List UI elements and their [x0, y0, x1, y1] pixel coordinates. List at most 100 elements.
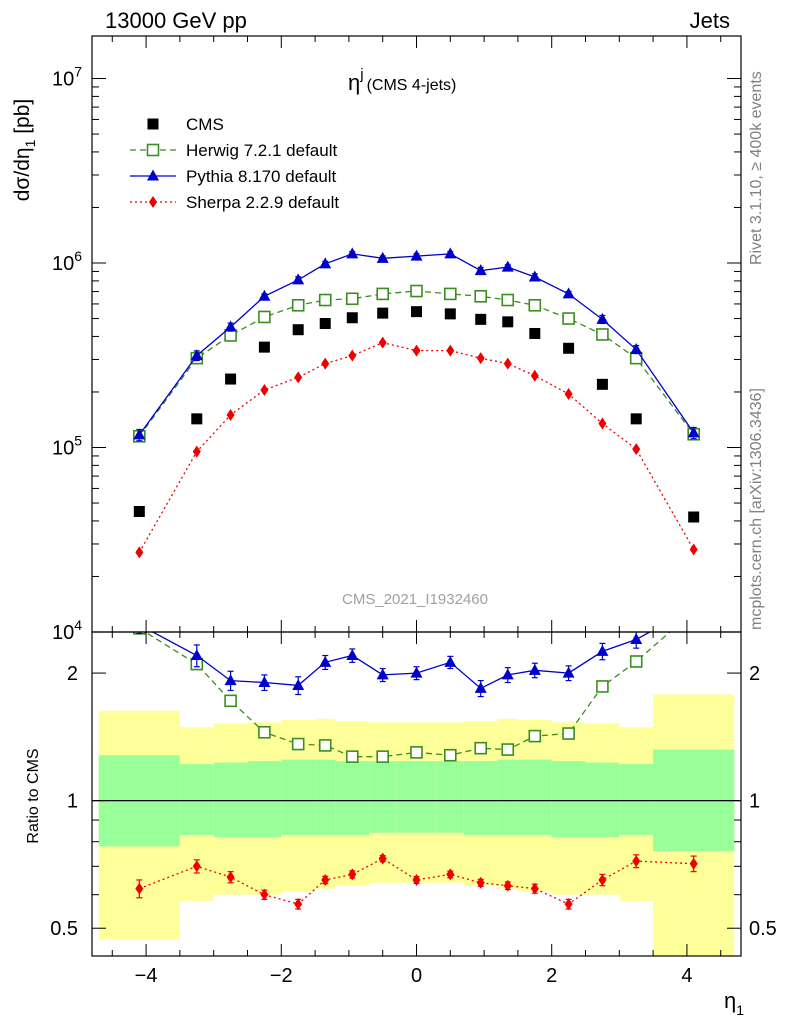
ratio-pythia-8-170-default-point: [474, 681, 487, 693]
main-cms-point: [258, 341, 270, 353]
main-pythia-8-170-default-point: [562, 287, 575, 299]
ratio-uncertainty-bands: [92, 694, 741, 956]
ratio-herwig-7-2-1-default-point: [444, 748, 457, 762]
main-sherpa-2-2-9-default-point: [260, 383, 269, 396]
jets-label: Jets: [690, 8, 730, 33]
main-sherpa-2-2-9-default-point: [348, 349, 357, 362]
legend-label: Sherpa 2.2.9 default: [186, 193, 339, 212]
ratio-pythia-8-170-default-point: [133, 618, 145, 629]
main-pythia-8-170-default-point: [292, 273, 305, 285]
ratio-stat-band: [369, 761, 397, 833]
legend-item-sherpa-2-2-9-default: Sherpa 2.2.9 default: [130, 193, 339, 212]
legend-marker: [146, 143, 160, 157]
x-tick-label: −4: [135, 965, 158, 987]
main-sherpa-2-2-9-default-point: [503, 357, 512, 370]
ratio-herwig-7-2-1-default-point: [318, 739, 332, 752]
main-cms-point: [688, 511, 700, 523]
ratio-sherpa-2-2-9-default-point: [135, 882, 144, 895]
legend-label: CMS: [186, 115, 224, 134]
rivet-note: Rivet 3.1.10, ≥ 400k events: [748, 71, 765, 265]
ratio-sherpa-2-2-9-default-point: [530, 882, 539, 895]
main-sherpa-2-2-9-default-point: [378, 336, 387, 349]
main-herwig-7-2-1-default-point: [291, 298, 305, 312]
ratio-herwig-7-2-1-default-point: [688, 606, 699, 617]
legend-item-cms: CMS: [147, 115, 224, 134]
main-cms-point: [502, 316, 514, 328]
ratio-pythia-8-170-default-point: [190, 649, 203, 661]
legend: CMS Herwig 7.2.1 default Pythia 8.170 defa…: [130, 115, 339, 212]
main-cms-point: [596, 378, 608, 390]
ratio-sherpa-2-2-9-default-point: [598, 873, 607, 886]
ratio-herwig-7-2-1-default-point: [528, 729, 542, 743]
main-plot-area: [133, 247, 700, 559]
main-pythia-8-170-default-point: [630, 342, 643, 354]
main-cms-point: [133, 505, 145, 517]
main-pythia-8-170-default-point: [687, 426, 700, 438]
ratio-pythia-8-170-default-point: [376, 668, 389, 680]
ratio-herwig-7-2-1-default-point: [501, 743, 515, 756]
main-pythia-8-170-default-point: [501, 260, 514, 272]
ratio-pythia-8-170-default-point: [292, 678, 305, 690]
ratio-pythia-8-170-default-point: [562, 666, 575, 678]
ratio-y-tick-label-left: 2: [67, 663, 78, 685]
main-herwig-7-2-1-default-point: [376, 287, 389, 301]
main-pythia-8-170-default-point: [258, 289, 271, 301]
main-pythia-8-170-default-point: [346, 247, 359, 259]
axes: −4 −2 0 2 4 104 105 106 107 0.5 0.5 1 1 2 2: [50, 36, 777, 987]
ratio-stat-band: [396, 761, 437, 833]
main-cms-point: [630, 413, 642, 425]
main-cms-point: [529, 327, 541, 339]
ratio-plot-area: [133, 598, 699, 911]
ratio-pythia-8-170-default-point: [596, 644, 609, 656]
main-sherpa-2-2-9-default-point: [226, 409, 235, 422]
main-pythia-8-170-default-point: [133, 428, 146, 440]
main-herwig-7-2-1-default-point: [345, 292, 359, 306]
x-axis-label-text: η: [724, 988, 736, 1013]
main-herwig-7-2-1-default-point: [258, 310, 271, 324]
main-sherpa-2-2-9-default-point: [632, 443, 641, 456]
ratio-stat-band: [619, 764, 654, 835]
main-herwig-7-2-1-default-point: [474, 290, 488, 303]
ratio-y-axis-label: Ratio to CMS: [25, 748, 42, 843]
main-cms-point: [292, 324, 304, 336]
ratio-y-tick-label-right: 0.5: [749, 918, 777, 940]
main-sherpa-2-2-9-default-point: [446, 344, 455, 357]
energy-label: 13000 GeV pp: [105, 8, 247, 33]
ratio-sherpa-2-2-9-default-point: [260, 888, 269, 901]
main-y-tick-label: 105: [52, 433, 82, 460]
main-y-axis-label-text: dσ/dη: [11, 147, 34, 201]
main-sherpa-2-2-9-default-point: [564, 387, 573, 400]
ratio-herwig-7-2-1-default-series: [133, 606, 699, 763]
ratio-herwig-7-2-1-default-point: [258, 725, 271, 739]
legend-label: Herwig 7.2.1 default: [186, 141, 337, 160]
ratio-sherpa-2-2-9-default-point: [348, 868, 357, 881]
main-sherpa-2-2-9-default-point: [192, 445, 201, 458]
ratio-pythia-8-170-default-point: [444, 655, 457, 667]
plot-title-superscript: j: [359, 66, 363, 83]
main-pythia-8-170-default-point: [444, 247, 457, 259]
ratio-pythia-8-170-default-errorbar: [691, 598, 697, 617]
ratio-pythia-8-170-default-point: [528, 663, 541, 675]
main-sherpa-2-2-9-default-point: [412, 344, 421, 357]
main-pythia-8-170-default-line: [138, 253, 695, 436]
main-cms-point: [563, 342, 575, 354]
main-cms-point: [346, 312, 358, 324]
ratio-sherpa-2-2-9-default-point: [378, 852, 387, 865]
main-cms-series: [133, 306, 700, 523]
main-cms-point: [191, 413, 203, 425]
ratio-stat-band: [463, 761, 498, 835]
ratio-stat-band: [247, 761, 282, 838]
main-herwig-7-2-1-default-point: [318, 293, 332, 307]
ratio-pythia-8-170-default-point: [224, 674, 237, 686]
main-cms-point: [444, 308, 456, 320]
main-cms-point: [377, 307, 389, 319]
main-pythia-8-170-default-series: [133, 247, 700, 442]
ratio-stat-band: [551, 761, 586, 838]
ratio-sherpa-2-2-9-default-point: [564, 898, 573, 911]
main-herwig-7-2-1-default-point: [410, 284, 423, 298]
main-pythia-8-170-default-point: [224, 320, 237, 332]
legend-marker: [147, 118, 159, 130]
ratio-stat-band: [213, 762, 248, 838]
ratio-sherpa-2-2-9-default-point: [476, 876, 485, 889]
